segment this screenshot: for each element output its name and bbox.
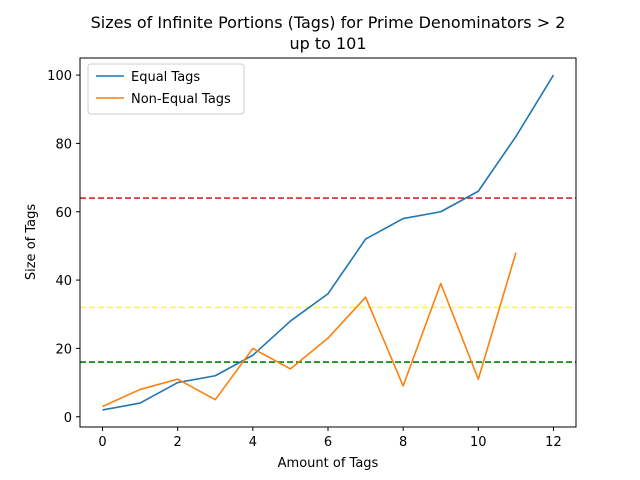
y-axis: 0 20 40 60 80 100 [47, 69, 80, 426]
legend-label-equal-tags: Equal Tags [131, 70, 200, 85]
chart-title-line-1: Sizes of Infinite Portions (Tags) for Pr… [91, 13, 566, 32]
y-axis-label: Size of Tags [24, 204, 39, 280]
x-tick-label: 4 [249, 435, 257, 450]
x-tick-label: 8 [399, 435, 407, 450]
x-tick-label: 12 [545, 435, 562, 450]
plot-area [80, 74, 576, 411]
x-axis-label: Amount of Tags [278, 456, 379, 471]
x-tick-label: 2 [174, 435, 182, 450]
series-line-non-equal-tags [102, 252, 517, 408]
y-tick-label: 80 [55, 137, 72, 152]
legend-box [87, 63, 245, 115]
x-axis: 0 2 4 6 8 10 12 [98, 427, 562, 450]
y-tick-label: 0 [64, 411, 72, 426]
y-tick-label: 20 [55, 342, 72, 357]
chart-title-line-2: up to 101 [289, 34, 366, 53]
x-tick-label: 6 [324, 435, 332, 450]
legend-label-non-equal-tags: Non-Equal Tags [131, 92, 231, 107]
x-tick-label: 0 [98, 435, 106, 450]
y-tick-label: 100 [47, 69, 72, 84]
legend: Equal Tags Non-Equal Tags [87, 63, 245, 115]
y-tick-label: 60 [55, 206, 72, 221]
y-tick-label: 40 [55, 274, 72, 289]
x-tick-label: 10 [470, 435, 487, 450]
